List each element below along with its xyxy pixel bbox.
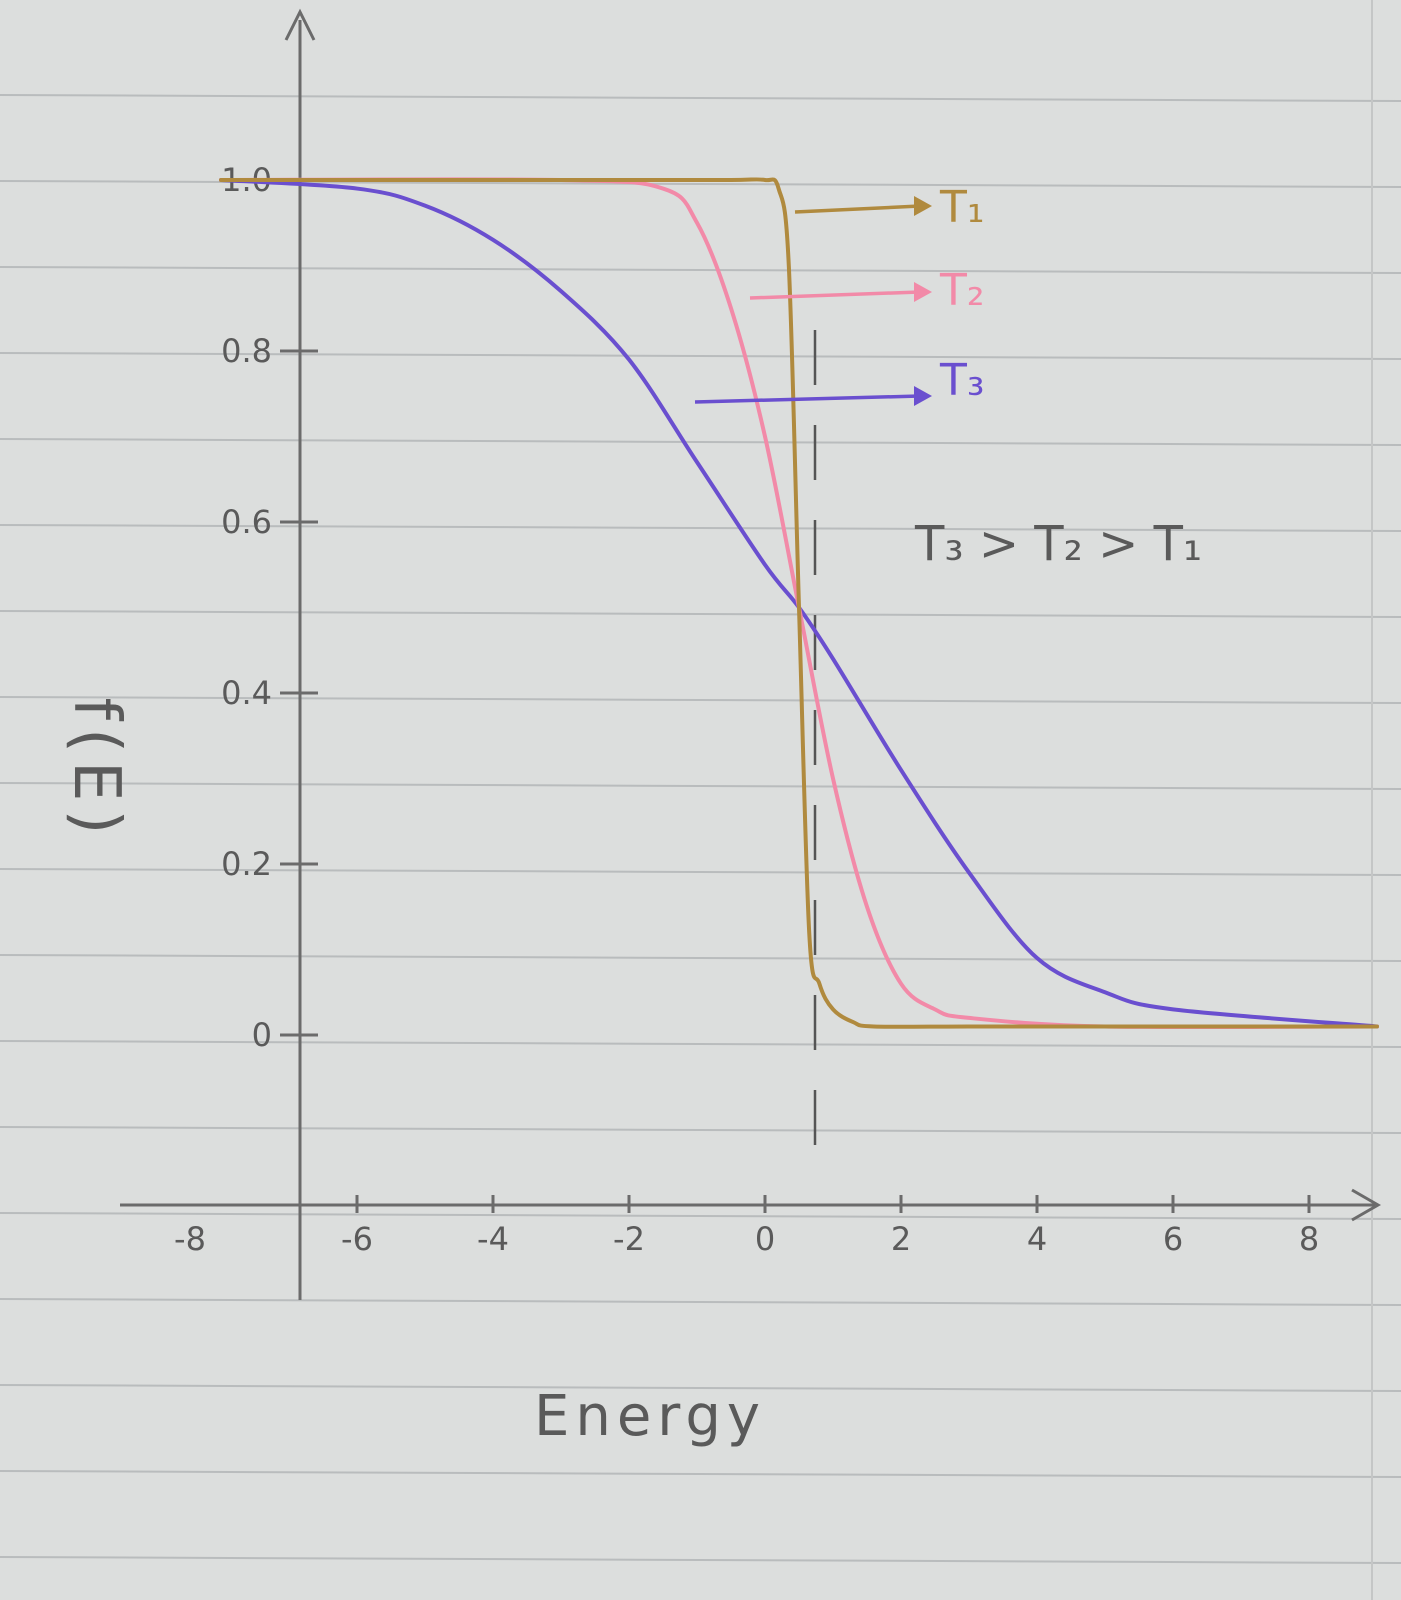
ruled-line: [0, 1040, 1401, 1048]
x-tick-label: 2: [891, 1220, 911, 1258]
series-label-t2: T₂: [939, 265, 985, 316]
ruled-line: [0, 1556, 1401, 1564]
ruled-line: [0, 868, 1401, 876]
temperature-relation-annotation: T₃ > T₂ > T₁: [914, 516, 1202, 572]
series-arrowhead-t2: [914, 282, 932, 302]
series-label-t3: T₃: [939, 355, 985, 406]
ruled-line: [0, 438, 1401, 446]
ruled-line: [0, 954, 1401, 962]
series-label-t1: T₁: [939, 182, 985, 233]
ruled-line: [0, 782, 1401, 790]
ruled-line: [0, 352, 1401, 360]
y-ticks: 00.20.40.60.81.0: [221, 161, 318, 1054]
series-line-t2: [219, 177, 1379, 1030]
x-axis-label: Energy: [534, 1384, 766, 1449]
series-arrow-t2: [749, 290, 921, 300]
x-tick-label: -4: [477, 1220, 509, 1258]
series-line-t3: [219, 178, 1379, 1029]
x-tick-label: 4: [1027, 1220, 1047, 1258]
x-tick-label: -6: [341, 1220, 373, 1258]
ruled-line: [0, 610, 1401, 618]
series-arrowhead-t3: [914, 386, 932, 406]
x-axis-arrow: [1351, 1188, 1382, 1222]
series-labels: T₁ T₂ T₃: [694, 182, 985, 406]
y-tick-label: 0.6: [221, 503, 272, 541]
series-line-t1: [219, 177, 1379, 1029]
series-arrowhead-t1: [914, 196, 932, 216]
y-axis-label: f(E): [59, 698, 133, 843]
y-tick-label: 0.4: [221, 674, 272, 712]
x-tick-label: 8: [1299, 1220, 1319, 1258]
y-axis-arrow: [284, 8, 316, 41]
ruled-line: [0, 1126, 1401, 1134]
ruled-line: [0, 696, 1401, 704]
ruled-line: [0, 94, 1401, 102]
ruled-line: [0, 524, 1401, 532]
series-arrow-t1: [794, 204, 921, 214]
ruled-line: [0, 266, 1401, 274]
ruled-line: [0, 1298, 1401, 1306]
x-tick-label: 0: [755, 1220, 775, 1258]
series-arrow-t3: [694, 394, 921, 404]
x-ticks: -8 -6 -4 -2 0 2 4 6 8: [174, 1195, 1319, 1258]
x-tick-label: 6: [1163, 1220, 1183, 1258]
x-tick-label: -8: [174, 1220, 206, 1258]
y-tick-label: 0: [252, 1016, 272, 1054]
y-tick-label: 0.8: [221, 332, 272, 370]
ruled-line: [0, 1384, 1401, 1392]
series-lines: [219, 177, 1379, 1030]
ruled-line: [0, 1212, 1401, 1220]
x-tick-label: -2: [613, 1220, 645, 1258]
y-tick-label: 0.2: [221, 845, 272, 883]
ruled-line: [0, 1470, 1401, 1478]
